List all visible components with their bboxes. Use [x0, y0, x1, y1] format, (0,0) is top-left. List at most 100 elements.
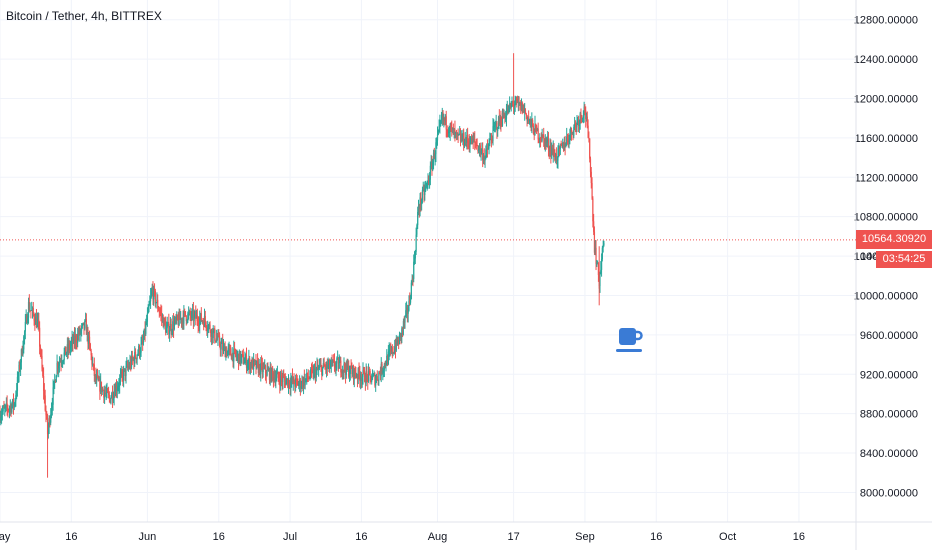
- candle-body: [337, 358, 339, 360]
- candle-body: [270, 367, 272, 381]
- candle-body: [291, 377, 294, 383]
- candle-body: [263, 367, 265, 369]
- candle-body: [485, 149, 487, 158]
- candle-body: [157, 308, 160, 311]
- candle-body: [20, 349, 22, 363]
- candle-body: [329, 365, 332, 369]
- candle-body: [383, 369, 385, 371]
- candle-body: [494, 123, 496, 126]
- candle-body: [166, 324, 168, 329]
- candle-body: [568, 140, 570, 142]
- candle-body: [7, 407, 9, 410]
- candle-body: [223, 346, 225, 348]
- candle-body: [319, 365, 321, 367]
- candle-body: [356, 376, 358, 378]
- candle-body: [219, 345, 221, 350]
- chart-title[interactable]: Bitcoin / Tether, 4h, BITTREX: [6, 9, 162, 23]
- candle-body: [202, 320, 204, 322]
- candle-body: [50, 408, 53, 415]
- candle-body: [15, 395, 17, 402]
- candle-body: [467, 134, 469, 142]
- candle-body: [84, 320, 86, 329]
- x-tick-label: 17: [507, 531, 519, 543]
- candle-body: [81, 324, 84, 327]
- candle-body: [107, 389, 109, 393]
- candle-body: [25, 316, 27, 322]
- candle-body: [482, 149, 484, 161]
- y-tick-label: 8000.00000: [860, 487, 918, 499]
- candle-body: [222, 346, 225, 351]
- candle-body: [23, 336, 25, 350]
- candle-body: [143, 328, 145, 340]
- candle-body: [133, 358, 135, 364]
- candle-body: [451, 127, 454, 129]
- candle-body: [347, 365, 349, 369]
- candle-body: [411, 278, 413, 283]
- candle-body: [176, 315, 179, 320]
- candle-body: [341, 372, 343, 374]
- candle-body: [53, 381, 55, 388]
- candle-body: [266, 369, 268, 376]
- candle-body: [13, 403, 15, 407]
- candle-body: [480, 150, 482, 154]
- candle-body: [165, 328, 168, 333]
- candle-body: [19, 364, 21, 369]
- candle-body: [206, 327, 208, 331]
- coffee-cup-icon[interactable]: [616, 326, 644, 356]
- candle-body: [341, 369, 343, 374]
- candle-body: [92, 363, 95, 365]
- candle-body: [579, 113, 581, 122]
- candle-body: [280, 375, 282, 379]
- candle-body: [178, 313, 180, 326]
- candle-body: [207, 329, 209, 331]
- candle-body: [250, 363, 252, 368]
- candle-body: [518, 101, 520, 105]
- candle-body: [348, 365, 350, 377]
- candle-body: [222, 342, 224, 351]
- candle-body: [66, 344, 68, 353]
- candle-body: [432, 161, 434, 170]
- candle-body: [211, 329, 214, 339]
- candle-body: [195, 315, 198, 319]
- candle-body: [422, 188, 424, 190]
- candle-body: [192, 310, 194, 321]
- candle-body: [120, 371, 122, 376]
- candle-body: [514, 104, 516, 106]
- candle-body: [119, 378, 121, 386]
- candle-body: [264, 365, 267, 374]
- candle-body: [228, 347, 230, 349]
- candle-body: [39, 327, 41, 347]
- candle-body: [419, 197, 421, 210]
- candle-body: [298, 383, 300, 386]
- candle-body: [479, 145, 481, 154]
- candle-body: [249, 363, 252, 370]
- candle-body: [306, 372, 309, 378]
- candle-body: [200, 313, 202, 322]
- candle-body: [331, 360, 333, 362]
- candle-body: [209, 324, 211, 332]
- candle-body: [169, 330, 171, 335]
- candle-body: [418, 208, 420, 210]
- candle-body: [103, 390, 105, 398]
- candle-body: [32, 308, 34, 315]
- candle-body: [488, 143, 490, 149]
- candle-body: [474, 141, 477, 144]
- candle-body: [273, 377, 275, 381]
- candle-body: [463, 145, 466, 147]
- candle-body: [283, 376, 285, 378]
- y-tick-label: 11200.00000: [855, 172, 918, 184]
- candle-body: [70, 342, 72, 346]
- candle-body: [224, 346, 226, 358]
- candle-body: [150, 292, 152, 297]
- candle-body: [510, 103, 512, 108]
- candle-body: [113, 392, 115, 399]
- candle-body: [600, 259, 603, 270]
- candle-body: [115, 385, 117, 397]
- y-tick-label: 9200.00000: [860, 369, 918, 381]
- candle-body: [529, 119, 531, 121]
- candle-body: [393, 352, 395, 354]
- candle-body: [523, 104, 525, 113]
- candle-body: [78, 328, 80, 336]
- candle-body: [234, 348, 236, 350]
